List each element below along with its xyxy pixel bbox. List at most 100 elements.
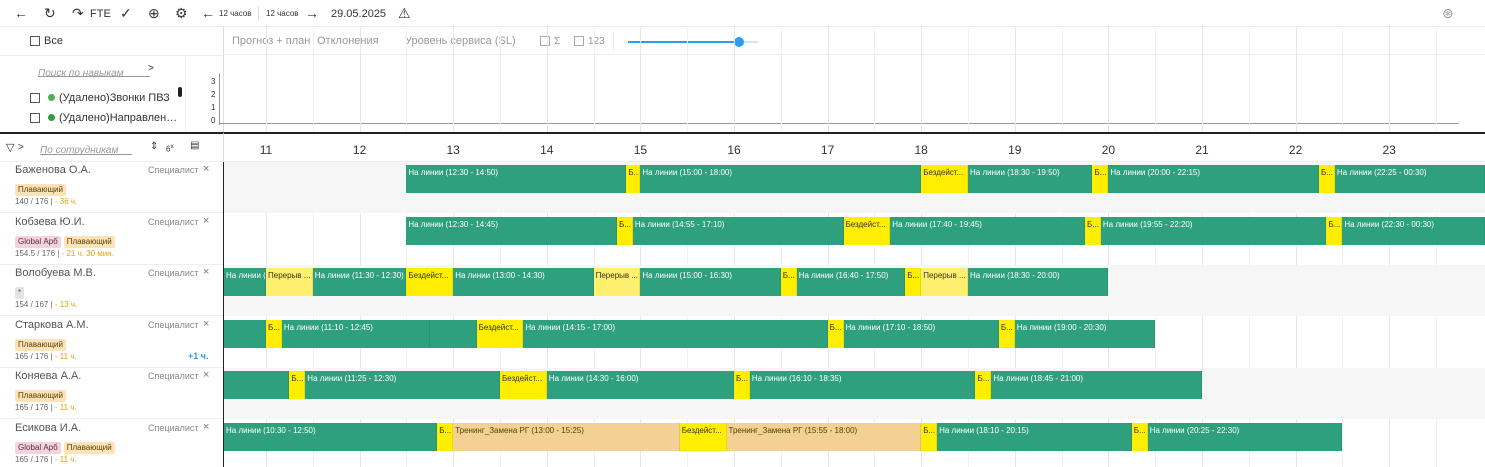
idle-block[interactable]: Б... xyxy=(780,268,797,296)
idle-block[interactable]: Б... xyxy=(1092,165,1109,193)
remove-employee-icon[interactable]: × xyxy=(203,369,210,381)
idle-block[interactable]: Бездейст... xyxy=(500,371,547,399)
remove-employee-icon[interactable]: × xyxy=(203,266,210,278)
online-shift-block[interactable]: На линии (14:30 - 16:00) xyxy=(546,371,734,399)
employee-row[interactable]: Волобуева М.В. Специалист × * 154 / 167 | - … xyxy=(0,265,223,316)
idle-block[interactable]: Б... xyxy=(289,371,306,399)
online-shift-block[interactable]: На линии (19:00 - 20:30) xyxy=(1014,319,1156,348)
idle-block[interactable]: Б... xyxy=(1085,216,1101,245)
tab-deviations[interactable]: Отклонения xyxy=(317,35,379,47)
break-block[interactable]: Перерыв ... xyxy=(266,268,313,296)
filter-icon[interactable]: ▽ xyxy=(6,142,15,154)
remove-employee-icon[interactable]: × xyxy=(203,317,210,330)
online-shift-block[interactable] xyxy=(224,371,290,399)
slider-handle[interactable] xyxy=(733,37,744,47)
online-shift-block[interactable]: На линии (22:25 - 00:30) xyxy=(1334,165,1485,193)
idle-block[interactable]: Бездейст... xyxy=(921,165,968,193)
remove-employee-icon[interactable]: × xyxy=(203,163,210,175)
online-shift-block[interactable]: На линии (13:00 - 14:30) xyxy=(453,268,594,296)
filter-arrow[interactable]: > xyxy=(18,142,24,153)
idle-block[interactable]: Б... xyxy=(1131,422,1148,451)
idle-block[interactable]: Б... xyxy=(266,319,282,348)
add-circle-icon[interactable]: ⊕ xyxy=(148,5,160,21)
prev-hours-button[interactable]: 12 часов xyxy=(219,9,252,18)
skill-search-arrow[interactable]: > xyxy=(148,63,154,74)
idle-block[interactable]: Б... xyxy=(1326,216,1343,245)
employee-name[interactable]: Старкова А.М. xyxy=(15,318,89,331)
idle-block[interactable]: Бездейст... xyxy=(476,319,524,348)
employee-search-input[interactable]: По сотрудникам xyxy=(40,140,132,156)
break-block[interactable]: Перерыв ... xyxy=(593,268,641,296)
counter-label[interactable]: 6x xyxy=(166,143,174,154)
employee-name[interactable]: Волобуева М.В. xyxy=(15,267,96,279)
idle-block[interactable]: Б... xyxy=(921,422,938,451)
online-shift-block[interactable]: На линии (18:30 - 19:50) xyxy=(968,165,1093,193)
idle-block[interactable]: Б... xyxy=(437,422,454,451)
skill-item[interactable]: (Удалено)Звонки ПВЗ xyxy=(30,92,170,104)
break-block[interactable]: Перерыв ... xyxy=(921,268,968,296)
idle-block[interactable]: Б... xyxy=(734,371,750,399)
idle-block[interactable]: Б... xyxy=(905,268,922,296)
online-shift-block[interactable]: На линии (18:45 - 21:00) xyxy=(991,371,1202,399)
calendar-icon[interactable]: ▤ xyxy=(190,140,200,151)
employee-name[interactable]: Баженова О.А. xyxy=(15,164,91,176)
online-shift-block[interactable]: На линии (18:30 - 20:00) xyxy=(968,268,1109,296)
all-checkbox[interactable]: Все xyxy=(30,35,63,47)
online-shift-block[interactable]: На линии (22:30 - 00:30) xyxy=(1342,216,1485,245)
prev-arrow-icon[interactable]: ← xyxy=(201,5,215,21)
idle-block[interactable]: Б... xyxy=(975,371,992,399)
online-shift-block[interactable]: На линии (16:40 - 17:50) xyxy=(796,268,906,296)
skill-item[interactable]: (Удалено)Направлен… xyxy=(30,112,177,124)
employee-name[interactable]: Есикова И.А. xyxy=(15,421,82,434)
scrollbar-thumb[interactable] xyxy=(178,87,182,97)
online-shift-block[interactable]: На линии (15:00 - 18:00) xyxy=(640,165,922,193)
check-circle-icon[interactable]: ✓ xyxy=(120,5,132,21)
online-shift-block[interactable]: На линии (12:30 - 14:45) xyxy=(406,216,617,245)
gear-icon[interactable]: ⚙ xyxy=(175,5,188,21)
next-arrow-icon[interactable]: → xyxy=(305,5,319,21)
online-shift-block[interactable]: На линии (11:30 - 12:30) xyxy=(312,268,407,296)
online-shift-block[interactable]: На линии (20:00 - 22:15) xyxy=(1108,165,1319,193)
redo-icon[interactable]: ↷ xyxy=(72,5,84,21)
employee-row[interactable]: Кобзева Ю.И. Специалист × Global Арб Плавающ… xyxy=(0,213,223,265)
online-shift-block[interactable]: На линии (20:25 - 22:30) xyxy=(1147,422,1343,451)
online-shift-block[interactable]: На линии (17:10 - 18:50) xyxy=(843,319,999,348)
idle-block[interactable]: Б... xyxy=(827,319,844,348)
online-shift-block[interactable]: На линии (16:10 - 18:35) xyxy=(749,371,976,399)
fte-button[interactable]: FTE xyxy=(90,8,111,20)
online-shift-block[interactable]: На линии (10:00 - 11:00) xyxy=(224,268,266,296)
tab-forecast-plan[interactable]: Прогноз + план xyxy=(232,35,311,47)
sum-checkbox[interactable]: Σ xyxy=(540,36,560,47)
sort-icon[interactable]: ⇕ xyxy=(150,141,159,152)
employee-name[interactable]: Кобзева Ю.И. xyxy=(15,215,85,228)
online-shift-block[interactable] xyxy=(429,319,477,348)
training-block[interactable]: Тренинг_Замена РГ (15:55 - 18:00) xyxy=(726,422,922,451)
online-shift-block[interactable]: На линии (19:55 - 22:20) xyxy=(1100,216,1327,245)
number-checkbox[interactable]: 123 xyxy=(574,36,605,47)
idle-block[interactable]: Бездейст... xyxy=(679,422,727,451)
employee-row[interactable]: Старкова А.М. Специалист × Плавающий 165 / 1… xyxy=(0,316,223,368)
employee-row[interactable]: Коняева А.А. Специалист × Плавающий 165 / 17… xyxy=(0,368,223,419)
online-shift-block[interactable]: На линии (17:40 - 19:45) xyxy=(890,216,1085,245)
online-shift-block[interactable]: На линии (11:25 - 12:30) xyxy=(305,371,500,399)
online-shift-block[interactable]: На линии (18:10 - 20:15) xyxy=(937,422,1132,451)
online-shift-block[interactable]: На линии (11:10 - 12:45) xyxy=(281,319,430,348)
idle-block[interactable]: Б... xyxy=(626,165,641,193)
employee-name[interactable]: Коняева А.А. xyxy=(15,370,82,382)
online-shift-block[interactable]: На линии (15:00 - 16:30) xyxy=(640,268,781,296)
zoom-slider[interactable] xyxy=(628,37,758,47)
employee-row[interactable]: Баженова О.А. Специалист × Плавающий 140 / 1… xyxy=(0,162,223,213)
back-arrow-icon[interactable]: ← xyxy=(14,5,28,21)
online-shift-block[interactable]: На линии (12:30 - 14:50) xyxy=(406,165,627,193)
next-hours-button[interactable]: 12 часов xyxy=(266,9,299,18)
idle-block[interactable]: Б... xyxy=(998,319,1015,348)
employee-row[interactable]: Есикова И.А. Специалист × Global Арб Плавающ… xyxy=(0,419,223,467)
online-shift-block[interactable]: На линии (14:55 - 17:10) xyxy=(632,216,844,245)
tab-service-level[interactable]: Уровень сервиса (SL) xyxy=(405,35,516,47)
training-block[interactable]: Тренинг_Замена РГ (13:00 - 15:25) xyxy=(453,422,680,451)
online-shift-block[interactable]: На линии (10:30 - 12:50) xyxy=(224,422,438,451)
skill-search-input[interactable]: Поиск по навыкам xyxy=(38,63,150,79)
warning-icon[interactable]: ⚠ xyxy=(398,5,411,21)
online-shift-block[interactable]: На линии (14:15 - 17:00) xyxy=(523,319,828,348)
refresh-icon[interactable]: ↻ xyxy=(44,5,56,21)
